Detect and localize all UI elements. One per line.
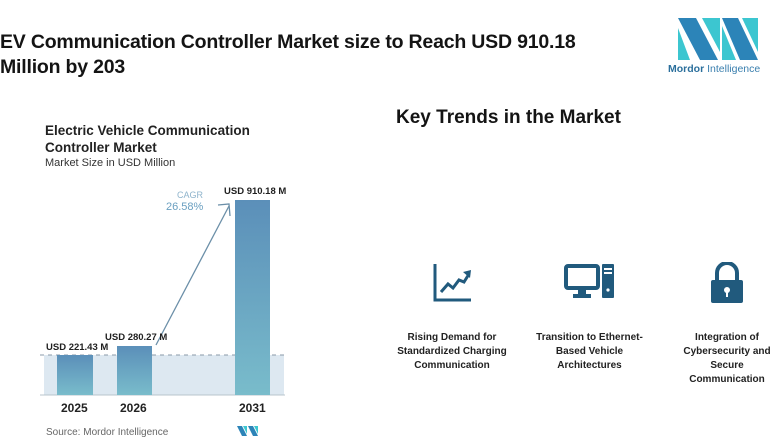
mordor-logo-icon xyxy=(678,18,758,60)
chart-subtitle: Market Size in USD Million xyxy=(45,157,176,169)
page-title: EV Communication Controller Market size … xyxy=(0,31,576,78)
chart-source: Source: Mordor Intelligence xyxy=(46,427,169,438)
source-logo-icon xyxy=(237,426,258,436)
bar-chart xyxy=(40,200,285,436)
bar-label-2031: USD 910.18 M xyxy=(224,186,287,197)
bar-2025 xyxy=(57,355,93,395)
trend-item-cybersecurity: Integration of Cybersecurity and Secure … xyxy=(672,261,770,387)
lock-icon xyxy=(711,261,743,303)
desktop-computer-icon xyxy=(563,264,614,298)
bar-2031 xyxy=(235,200,270,395)
trend-label: Integration of Cybersecurity and Secure … xyxy=(683,332,770,385)
x-tick-2026: 2026 xyxy=(120,401,147,415)
cagr-label: CAGR xyxy=(177,190,204,200)
line-chart-icon xyxy=(433,264,471,302)
bar-2026 xyxy=(117,346,152,395)
chart-title: Electric Vehicle Communication Controlle… xyxy=(45,123,250,155)
trend-label: Transition to Ethernet-Based Vehicle Arc… xyxy=(536,332,643,371)
trend-label: Rising Demand for Standardized Charging … xyxy=(397,332,507,371)
trend-item-charging: Rising Demand for Standardized Charging … xyxy=(392,262,512,373)
bar-label-2025: USD 221.43 M xyxy=(46,342,109,353)
bar-label-2026: USD 280.27 M xyxy=(105,332,168,343)
logo-wordmark: Mordor Intelligence xyxy=(668,63,761,75)
cagr-value: 26.58% xyxy=(166,201,204,213)
cagr-arrow xyxy=(155,205,230,346)
key-trends-title: Key Trends in the Market xyxy=(396,107,621,128)
x-tick-2025: 2025 xyxy=(61,401,88,415)
mordor-logo xyxy=(678,18,758,65)
x-tick-2031: 2031 xyxy=(239,401,266,415)
trend-item-ethernet: Transition to Ethernet-Based Vehicle Arc… xyxy=(527,262,652,373)
